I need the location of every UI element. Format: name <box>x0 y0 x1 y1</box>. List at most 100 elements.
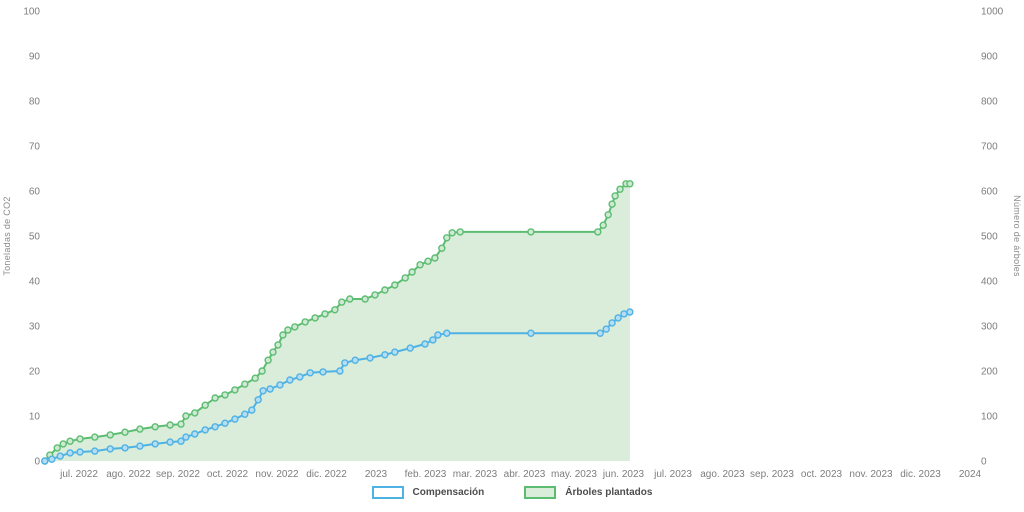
compensacion-data-point[interactable] <box>391 348 399 356</box>
compensacion-data-point[interactable] <box>56 452 64 460</box>
arboles-data-point[interactable] <box>269 348 277 356</box>
compensacion-data-point[interactable] <box>306 369 314 377</box>
arboles-data-point[interactable] <box>391 281 399 289</box>
compensacion-data-point[interactable] <box>602 325 610 333</box>
compensacion-data-point[interactable] <box>351 356 359 364</box>
compensacion-data-point[interactable] <box>276 381 284 389</box>
arboles-data-point[interactable] <box>121 428 129 436</box>
arboles-data-point[interactable] <box>424 257 432 265</box>
arboles-data-point[interactable] <box>431 254 439 262</box>
compensacion-data-point[interactable] <box>626 308 634 316</box>
arboles-data-point[interactable] <box>221 391 229 399</box>
arboles-data-point[interactable] <box>106 431 114 439</box>
arboles-data-point[interactable] <box>274 341 282 349</box>
arboles-data-point[interactable] <box>438 244 446 252</box>
compensacion-data-point[interactable] <box>48 455 56 463</box>
compensacion-data-point[interactable] <box>341 359 349 367</box>
arboles-data-point[interactable] <box>258 367 266 375</box>
arboles-data-point[interactable] <box>381 286 389 294</box>
compensacion-data-point[interactable] <box>136 442 144 450</box>
arboles-data-point[interactable] <box>331 306 339 314</box>
arboles-data-point[interactable] <box>338 298 346 306</box>
legend-item-arboles[interactable]: Árboles plantados <box>524 486 652 499</box>
compensacion-data-point[interactable] <box>248 406 256 414</box>
arboles-data-point[interactable] <box>136 425 144 433</box>
compensacion-data-point[interactable] <box>66 449 74 457</box>
compensacion-data-point[interactable] <box>259 387 267 395</box>
compensacion-data-point[interactable] <box>241 410 249 418</box>
arboles-data-point[interactable] <box>321 310 329 318</box>
compensacion-data-point[interactable] <box>121 444 129 452</box>
arboles-data-point[interactable] <box>59 440 67 448</box>
compensacion-data-point[interactable] <box>91 447 99 455</box>
arboles-data-point[interactable] <box>616 185 624 193</box>
arboles-data-point[interactable] <box>311 314 319 322</box>
arboles-data-point[interactable] <box>201 401 209 409</box>
arboles-data-point[interactable] <box>448 229 456 237</box>
arboles-data-point[interactable] <box>264 356 272 364</box>
arboles-data-point[interactable] <box>456 228 464 236</box>
arboles-data-point[interactable] <box>251 374 259 382</box>
compensacion-data-point[interactable] <box>106 445 114 453</box>
compensacion-data-point[interactable] <box>620 310 628 318</box>
arboles-data-point[interactable] <box>401 274 409 282</box>
legend-item-compensacion[interactable]: Compensación <box>371 486 484 499</box>
arboles-data-point[interactable] <box>191 409 199 417</box>
arboles-data-point[interactable] <box>53 444 61 452</box>
compensacion-data-point[interactable] <box>166 438 174 446</box>
compensacion-data-point[interactable] <box>221 419 229 427</box>
compensacion-data-point[interactable] <box>266 385 274 393</box>
arboles-data-point[interactable] <box>301 318 309 326</box>
compensacion-data-point[interactable] <box>366 354 374 362</box>
compensacion-data-point[interactable] <box>76 448 84 456</box>
compensacion-data-point[interactable] <box>443 329 451 337</box>
arboles-data-point[interactable] <box>443 234 451 242</box>
arboles-data-point[interactable] <box>177 420 185 428</box>
compensacion-data-point[interactable] <box>429 336 437 344</box>
arboles-data-point[interactable] <box>527 228 535 236</box>
arboles-data-point[interactable] <box>594 228 602 236</box>
compensacion-data-point[interactable] <box>254 396 262 404</box>
arboles-data-point[interactable] <box>284 326 292 334</box>
compensacion-data-point[interactable] <box>151 440 159 448</box>
arboles-data-point[interactable] <box>371 291 379 299</box>
arboles-data-point[interactable] <box>279 331 287 339</box>
arboles-data-point[interactable] <box>151 423 159 431</box>
compensacion-data-point[interactable] <box>608 319 616 327</box>
compensacion-data-point[interactable] <box>596 329 604 337</box>
arboles-data-point[interactable] <box>626 180 634 188</box>
arboles-data-point[interactable] <box>408 268 416 276</box>
arboles-data-point[interactable] <box>416 261 424 269</box>
compensacion-data-point[interactable] <box>527 329 535 337</box>
arboles-data-point[interactable] <box>231 386 239 394</box>
compensacion-data-point[interactable] <box>614 314 622 322</box>
compensacion-data-point[interactable] <box>231 415 239 423</box>
compensacion-data-point[interactable] <box>421 340 429 348</box>
compensacion-data-point[interactable] <box>406 344 414 352</box>
compensacion-data-point[interactable] <box>191 430 199 438</box>
arboles-data-point[interactable] <box>91 433 99 441</box>
compensacion-data-point[interactable] <box>296 373 304 381</box>
arboles-data-point[interactable] <box>241 380 249 388</box>
compensacion-data-point[interactable] <box>177 437 185 445</box>
arboles-data-point[interactable] <box>599 221 607 229</box>
compensacion-data-point[interactable] <box>182 433 190 441</box>
arboles-data-point[interactable] <box>166 421 174 429</box>
arboles-data-point[interactable] <box>66 437 74 445</box>
compensacion-data-point[interactable] <box>434 331 442 339</box>
compensacion-data-point[interactable] <box>286 376 294 384</box>
arboles-data-point[interactable] <box>211 394 219 402</box>
compensacion-data-point[interactable] <box>381 351 389 359</box>
arboles-data-point[interactable] <box>182 412 190 420</box>
compensacion-data-point[interactable] <box>41 457 49 465</box>
arboles-data-point[interactable] <box>604 211 612 219</box>
compensacion-data-point[interactable] <box>319 368 327 376</box>
compensacion-data-point[interactable] <box>336 367 344 375</box>
arboles-data-point[interactable] <box>291 323 299 331</box>
arboles-data-point[interactable] <box>346 295 354 303</box>
arboles-data-point[interactable] <box>611 192 619 200</box>
arboles-data-point[interactable] <box>608 200 616 208</box>
compensacion-data-point[interactable] <box>201 426 209 434</box>
compensacion-data-point[interactable] <box>211 423 219 431</box>
arboles-data-point[interactable] <box>361 295 369 303</box>
